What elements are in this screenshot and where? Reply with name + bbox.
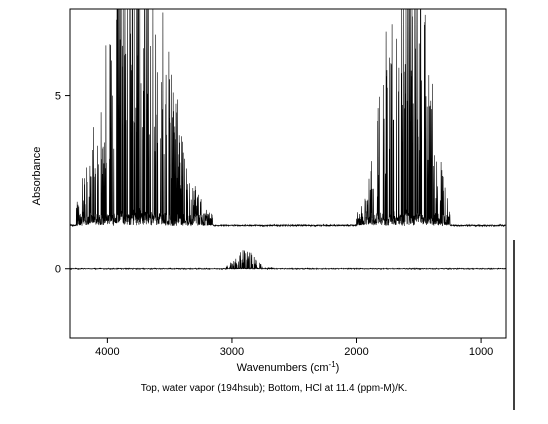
y-tick-label: 0 [55,264,61,276]
x-tick-label: 3000 [220,346,244,358]
figure-caption: Top, water vapor (194hsub); Bottom, HCl … [140,383,408,394]
y-axis-title: Absorbance [31,147,43,206]
y-axis: 05 [55,91,70,276]
x-axis: 4000 3000 2000 1000 [95,338,493,358]
series-trace [69,250,507,271]
plot-frame [69,8,507,339]
x-tick-label: 2000 [344,346,368,358]
series-trace [69,8,507,228]
spectra [69,8,507,271]
x-axis-title: Wavenumbers (cm-1) [237,360,340,374]
y-tick-label: 5 [55,91,61,103]
x-tick-label: 1000 [469,346,493,358]
x-tick-label: 4000 [95,346,119,358]
